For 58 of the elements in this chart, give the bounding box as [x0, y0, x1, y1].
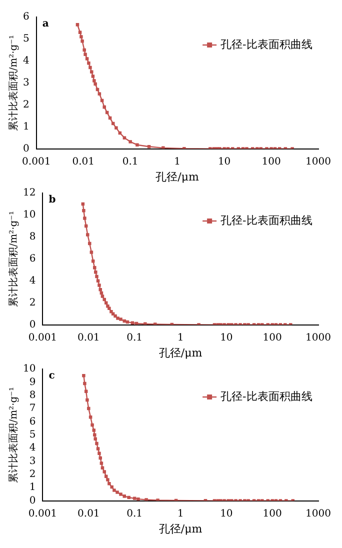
x-tick-label: 0.01 — [78, 332, 100, 344]
x-tick-label: 1 — [174, 156, 181, 168]
x-tick-label: 0.01 — [78, 508, 100, 520]
y-axis-title: 累计比表面积/m²·g⁻¹ — [8, 387, 20, 483]
x-tick-label: 0.01 — [72, 156, 94, 168]
y-tick-label: 5 — [29, 429, 36, 440]
x-tick-label: 100 — [262, 156, 281, 168]
x-tick-label: 0.1 — [126, 508, 143, 520]
x-tick-label: 100 — [262, 508, 282, 520]
y-tick-label: 7 — [29, 403, 36, 414]
y-tick-label: 4 — [29, 442, 36, 454]
x-tick-label: 1000 — [306, 332, 331, 344]
y-tick-label: 10 — [22, 210, 36, 221]
y-tick-label: 1 — [29, 482, 36, 494]
x-tick-label: 10 — [220, 332, 233, 344]
legend-label: 孔径-比表面积曲线 — [220, 214, 312, 227]
y-tick-label: 6 — [22, 12, 30, 23]
x-tick-label: 100 — [262, 332, 282, 344]
y-tick-label: 1 — [22, 121, 30, 132]
x-tick-label: 0.001 — [28, 332, 58, 344]
y-tick-label: 6 — [29, 253, 36, 264]
x-tick-label: 10 — [218, 156, 231, 168]
legend-label: 孔径-比表面积曲线 — [220, 390, 312, 403]
legend-label: 孔径-比表面积曲线 — [220, 38, 312, 51]
y-tick-label: 2 — [22, 99, 30, 110]
annotation: c — [48, 370, 55, 382]
y-tick-label: 2 — [29, 297, 36, 308]
x-axis-title: 孔径/μm — [156, 170, 200, 184]
x-tick-label: 1 — [177, 332, 184, 344]
y-tick-label: 0 — [29, 319, 36, 330]
x-tick-label: 1000 — [306, 156, 331, 168]
y-tick-label: 5 — [22, 34, 30, 45]
x-tick-label: 10 — [220, 508, 233, 520]
y-tick-label: 3 — [22, 77, 30, 88]
y-tick-label: 6 — [29, 416, 36, 428]
y-axis-title: 累计比表面积/m²·g⁻¹ — [8, 211, 20, 307]
x-tick-label: 0.1 — [126, 332, 143, 344]
x-tick-label: 1000 — [306, 508, 331, 520]
x-tick-label: 0.1 — [122, 156, 138, 168]
y-tick-label: 8 — [29, 232, 36, 243]
y-tick-label: 12 — [22, 188, 36, 199]
annotation: a — [42, 18, 50, 30]
y-tick-label: 4 — [29, 275, 36, 286]
y-axis-title: 累计比表面积/m²·g⁻¹ — [8, 35, 20, 131]
y-tick-label: 0 — [29, 495, 36, 506]
x-tick-label: 1 — [177, 508, 184, 520]
y-tick-label: 9 — [29, 376, 36, 388]
annotation: b — [48, 194, 56, 206]
x-axis-title: 孔径/μm — [158, 522, 203, 536]
x-tick-label: 0.001 — [28, 508, 58, 520]
y-tick-label: 10 — [22, 364, 36, 375]
y-tick-label: 8 — [29, 390, 36, 401]
y-tick-label: 2 — [29, 469, 36, 480]
x-axis-title: 孔径/μm — [158, 346, 203, 360]
y-tick-label: 3 — [29, 456, 36, 467]
y-tick-label: 0 — [22, 143, 30, 154]
y-tick-label: 4 — [22, 56, 30, 67]
x-tick-label: 0.001 — [22, 156, 51, 168]
